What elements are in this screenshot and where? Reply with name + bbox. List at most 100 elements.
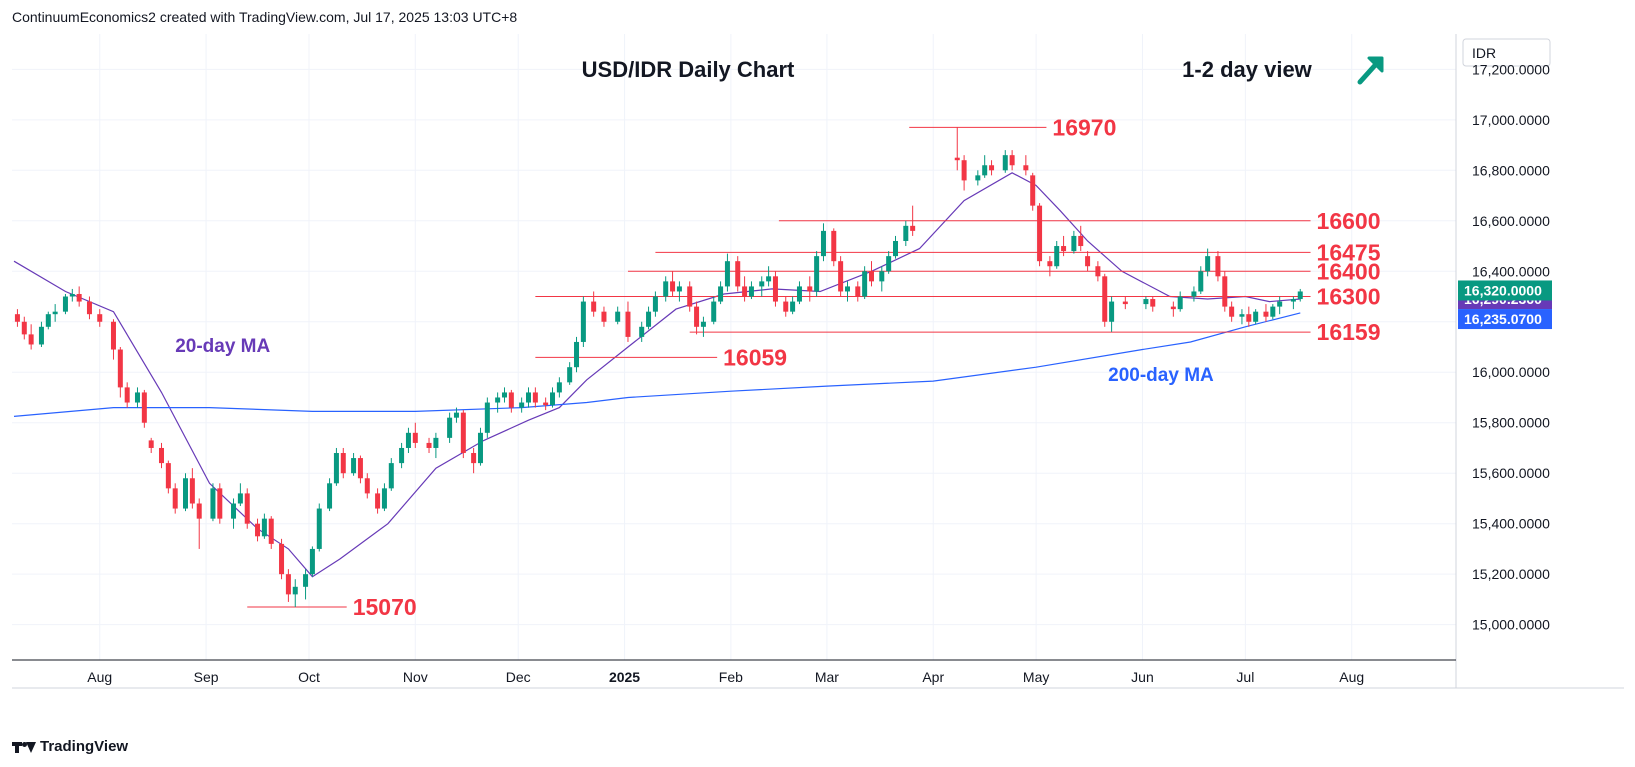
candle-body <box>501 392 507 398</box>
candle-body <box>158 447 164 464</box>
candle-body <box>735 261 741 287</box>
candle-body <box>1071 235 1077 252</box>
x-tick-label: Nov <box>403 669 428 685</box>
chart-title: USD/IDR Daily Chart <box>582 57 795 82</box>
candle-body <box>124 387 130 403</box>
candle-body <box>316 508 322 549</box>
candle-body <box>364 478 370 494</box>
y-tick-label: 15,800.0000 <box>1472 415 1550 431</box>
candle-body <box>399 447 405 464</box>
candle-body <box>591 301 597 312</box>
candle-body <box>447 417 453 438</box>
level-label: 16300 <box>1317 284 1381 310</box>
candle-body <box>76 293 82 302</box>
tradingview-branding[interactable]: TradingView <box>12 738 128 755</box>
candle-body <box>45 314 51 327</box>
currency-badge[interactable] <box>1462 38 1551 67</box>
candle-body <box>1078 235 1084 247</box>
x-tick-label: Mar <box>815 669 839 685</box>
candle-body <box>1270 306 1276 317</box>
candle-body <box>303 574 309 587</box>
candle-body <box>1150 299 1156 307</box>
candle-body <box>340 453 346 474</box>
ma200-price-tag <box>1458 309 1552 330</box>
candle-body <box>412 432 418 443</box>
candle-body <box>639 326 645 337</box>
candle-body <box>261 518 267 537</box>
candle-body <box>1205 256 1211 272</box>
candle-body <box>759 281 765 287</box>
level-label: 16970 <box>1052 114 1116 140</box>
candle-body <box>700 321 706 327</box>
candle-body <box>855 286 861 297</box>
candle-body <box>255 523 261 537</box>
y-tick-label: 17,200.0000 <box>1472 61 1550 77</box>
candle-body <box>1229 306 1235 317</box>
candle-body <box>862 271 868 297</box>
y-tick-label: 16,600.0000 <box>1472 213 1550 229</box>
candle-body <box>97 314 103 322</box>
candle-body <box>1263 311 1269 317</box>
candle-body <box>21 321 27 335</box>
candle-body <box>141 392 147 423</box>
candle-body <box>670 281 676 292</box>
candle-body <box>556 382 562 393</box>
candle-body <box>646 311 652 327</box>
candle-body <box>879 271 885 282</box>
grid <box>12 34 1456 660</box>
price-axis[interactable]: IDR 17,200.0000 17,000.0000 16,800.0000 16,… <box>1455 34 1624 688</box>
level-label: 16400 <box>1317 258 1381 284</box>
candle-body <box>426 442 432 448</box>
candle-body <box>231 503 237 519</box>
candle-body <box>327 483 333 509</box>
x-tick-label: Oct <box>298 669 320 685</box>
candle-body <box>351 458 357 474</box>
candle-body <box>1122 301 1128 305</box>
arrow-up-right-icon <box>1357 56 1384 85</box>
candle-body <box>1277 301 1283 307</box>
x-tick-label: Sep <box>194 669 219 685</box>
candle-body <box>357 458 363 479</box>
candle-body <box>574 341 580 368</box>
candle-body <box>820 230 826 257</box>
candle-body <box>903 225 909 241</box>
candle-body <box>1239 314 1245 317</box>
candle-body <box>1009 155 1015 166</box>
candle-body <box>484 402 490 433</box>
candle-body <box>110 321 116 350</box>
candle-body <box>405 432 411 448</box>
x-tick-label: Apr <box>922 669 944 685</box>
candle-body <box>567 367 573 383</box>
time-axis[interactable]: Aug Sep Oct Nov Dec 2025 Feb Mar Apr May Jun Jul Aug <box>12 659 1624 689</box>
candle-body <box>954 157 960 161</box>
candle-body <box>237 493 243 504</box>
chart-attribution: ContinuumEconomics2 created with Trading… <box>12 9 518 25</box>
candle-body <box>117 349 123 388</box>
candle-body <box>831 230 837 262</box>
candle-body <box>580 301 586 342</box>
ma-200-line <box>13 312 1301 417</box>
candle-body <box>217 488 223 519</box>
candle-body <box>796 286 802 302</box>
candle-body <box>718 286 724 302</box>
x-tick-label: 2025 <box>609 669 640 685</box>
candle-body <box>550 392 556 406</box>
chart-frame[interactable]: USD/IDR Daily Chart 1-2 day view 16970 16… <box>12 34 1624 734</box>
candle-body <box>989 165 995 171</box>
candle-body <box>1061 246 1067 252</box>
ma200-price-tag-label: 16,235.0700 <box>1464 311 1542 327</box>
candle-body <box>844 286 850 292</box>
outlook-label: 1-2 day view <box>1182 57 1313 82</box>
candle-body <box>285 574 291 595</box>
candle-body <box>1023 165 1029 171</box>
candle-body <box>388 463 394 489</box>
candle-body <box>893 240 899 257</box>
candle-body <box>375 493 381 509</box>
candles <box>14 127 1303 607</box>
x-tick-label: Feb <box>719 669 743 685</box>
candle-body <box>783 301 789 312</box>
candle-body <box>453 412 459 418</box>
candle-body <box>1030 175 1036 206</box>
price-chart[interactable]: USD/IDR Daily Chart 1-2 day view 16970 16… <box>12 34 1624 734</box>
candle-body <box>1177 296 1183 310</box>
